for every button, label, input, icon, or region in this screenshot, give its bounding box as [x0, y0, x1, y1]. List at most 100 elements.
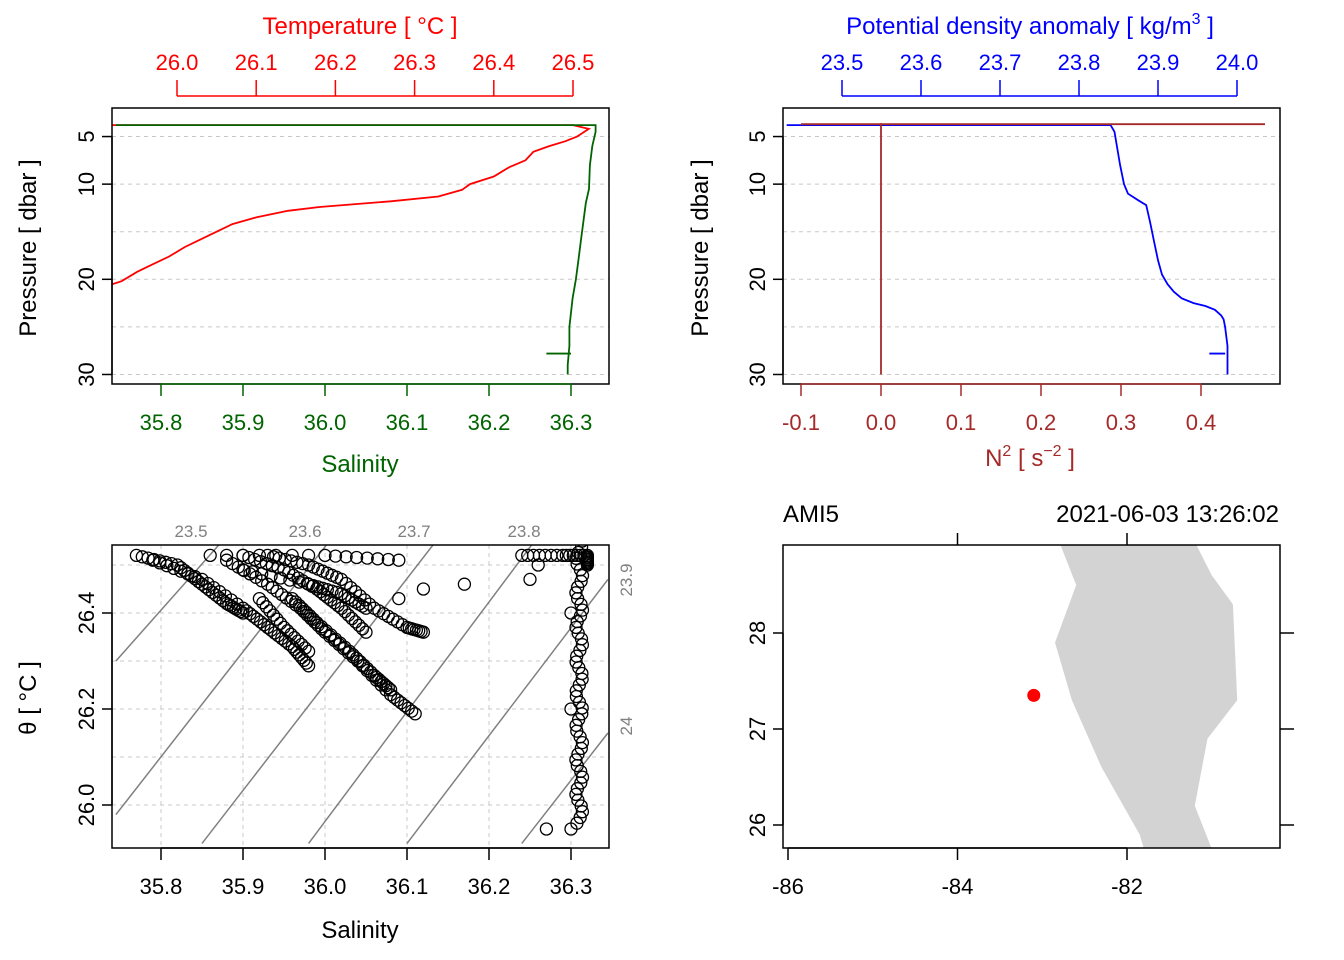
n2-axis-tick-label-4: 0.3: [1106, 410, 1137, 435]
isopycnal-label-right-0: 23.9: [617, 563, 636, 596]
isopycnal-label-top-0: 23.5: [174, 522, 207, 541]
isopycnal-label-top-3: 23.8: [507, 522, 540, 541]
ts-point-244: [270, 612, 284, 626]
ts-point-305: [575, 701, 589, 715]
ts-point-328: [416, 582, 431, 596]
p1-pressure-axis-tick-label-3: 30: [74, 362, 99, 386]
ts-point-320: [569, 787, 583, 802]
ts-point-242: [263, 604, 277, 618]
ts-point-134: [352, 618, 366, 632]
ts-point-237: [381, 681, 395, 695]
density-axis-tick-label-0: 23.5: [821, 50, 864, 75]
ts-point-327: [564, 822, 578, 836]
p2-pressure-axis-tick-label-2: 20: [745, 267, 770, 291]
ts-point-260: [550, 548, 564, 563]
ts-point-31: [160, 559, 174, 573]
ts-point-27: [234, 604, 248, 619]
isopycnal-label-right-1: 24: [617, 717, 636, 736]
pressure-axis-title-2: Pressure [ dbar ]: [687, 159, 714, 336]
p4-plot-area: [1027, 545, 1238, 848]
ts-point-203: [328, 549, 343, 563]
ts-point-196: [219, 548, 234, 563]
ts-point-219: [319, 624, 333, 638]
ts-point-133: [348, 615, 363, 629]
ts-point-209: [392, 553, 406, 567]
salinity-axis-tick-label-3: 36.1: [386, 410, 429, 435]
ts-point-276: [576, 545, 588, 548]
ts-point-282: [575, 568, 590, 583]
ts-point-332: [392, 591, 406, 606]
ts-point-189: [341, 591, 356, 605]
ts-point-99: [379, 683, 393, 697]
ts-point-240: [256, 596, 270, 610]
density-axis-tick-label-1: 23.6: [900, 50, 943, 75]
n2-title-sup: 2: [1002, 443, 1011, 460]
n2-axis-tick-label-0: -0.1: [782, 410, 820, 435]
ts-point-275: [580, 558, 595, 572]
ts-point-252: [298, 641, 312, 655]
ts-point-243: [266, 608, 281, 622]
map-x-tick-label-0: -86: [772, 874, 804, 899]
ts-point-132: [345, 611, 359, 626]
p2-plot-frame: [782, 107, 1281, 385]
p1-plot-area: [112, 124, 597, 375]
station-datetime: 2021-06-03 13:26:02: [1056, 501, 1279, 528]
ts-point-207: [371, 552, 385, 566]
n2-axis-title: N2 [ s−2 ]: [985, 443, 1075, 472]
ts-point-294: [575, 638, 590, 652]
n2-title-main: N: [985, 445, 1002, 472]
map-x-tick-label-1: -84: [942, 874, 974, 899]
ts-point-226: [349, 651, 364, 665]
ts-point-109: [242, 550, 256, 565]
ts-salinity-axis-title: Salinity: [321, 917, 398, 944]
ts-point-249: [287, 631, 302, 645]
ts-point-263: [563, 548, 577, 563]
ts-point-204: [339, 550, 353, 564]
ts-point-262: [559, 548, 573, 563]
ts-y-axis-tick-label-0: 26.0: [74, 784, 99, 827]
ts-point-208: [381, 552, 395, 567]
ts-x-axis-tick-label-5: 36.3: [550, 874, 593, 899]
density-axis-tick-label-4: 23.9: [1137, 50, 1180, 75]
salinity-profile-line: [115, 124, 597, 375]
ts-point-308: [569, 718, 583, 732]
temperature-axis-tick-label-3: 26.3: [393, 50, 436, 75]
n2-axis-tick-label-2: 0.1: [946, 410, 977, 435]
density-title-sup: 3: [1192, 11, 1201, 28]
ts-point-221: [328, 632, 343, 646]
temperature-profile-line: [112, 124, 592, 286]
ts-point-32: [167, 561, 181, 576]
station-label: AMI5: [783, 501, 839, 528]
ts-point-236: [379, 679, 393, 693]
ts-point-194: [359, 601, 373, 615]
temperature-axis-tick-label-1: 26.1: [235, 50, 278, 75]
isopycnal-line-3: [307, 545, 533, 844]
n2-axis-tick-label-1: 0.0: [866, 410, 897, 435]
isopycnal-line-5: [521, 732, 609, 844]
ts-point-130: [338, 604, 352, 619]
ts-point-157: [362, 597, 377, 611]
ts-point-210: [285, 591, 299, 606]
ts-point-333: [564, 606, 578, 620]
ts-point-285: [569, 586, 583, 600]
ts-point-261: [556, 548, 570, 563]
theta-axis-title: θ [ °C ]: [15, 661, 42, 735]
ts-point-211: [289, 595, 303, 609]
ts-y-axis-tick-label-2: 26.4: [74, 592, 99, 635]
ts-point-241: [259, 600, 274, 614]
ts-point-227: [353, 655, 367, 669]
ts-point-331: [531, 558, 545, 572]
temperature-axis-tick-label-0: 26.0: [156, 50, 199, 75]
ts-point-187: [334, 587, 349, 601]
ts-point-179: [292, 575, 306, 589]
ts-point-323: [575, 805, 590, 819]
ts-point-135: [355, 622, 370, 636]
station-marker: [1027, 688, 1041, 702]
p2-plot-area: [786, 123, 1265, 375]
ts-point-222: [333, 636, 347, 650]
density-axis-tick-label-3: 23.8: [1058, 50, 1101, 75]
ts-point-225: [346, 648, 360, 662]
ts-point-238: [383, 683, 398, 697]
ts-point-247: [280, 624, 295, 638]
